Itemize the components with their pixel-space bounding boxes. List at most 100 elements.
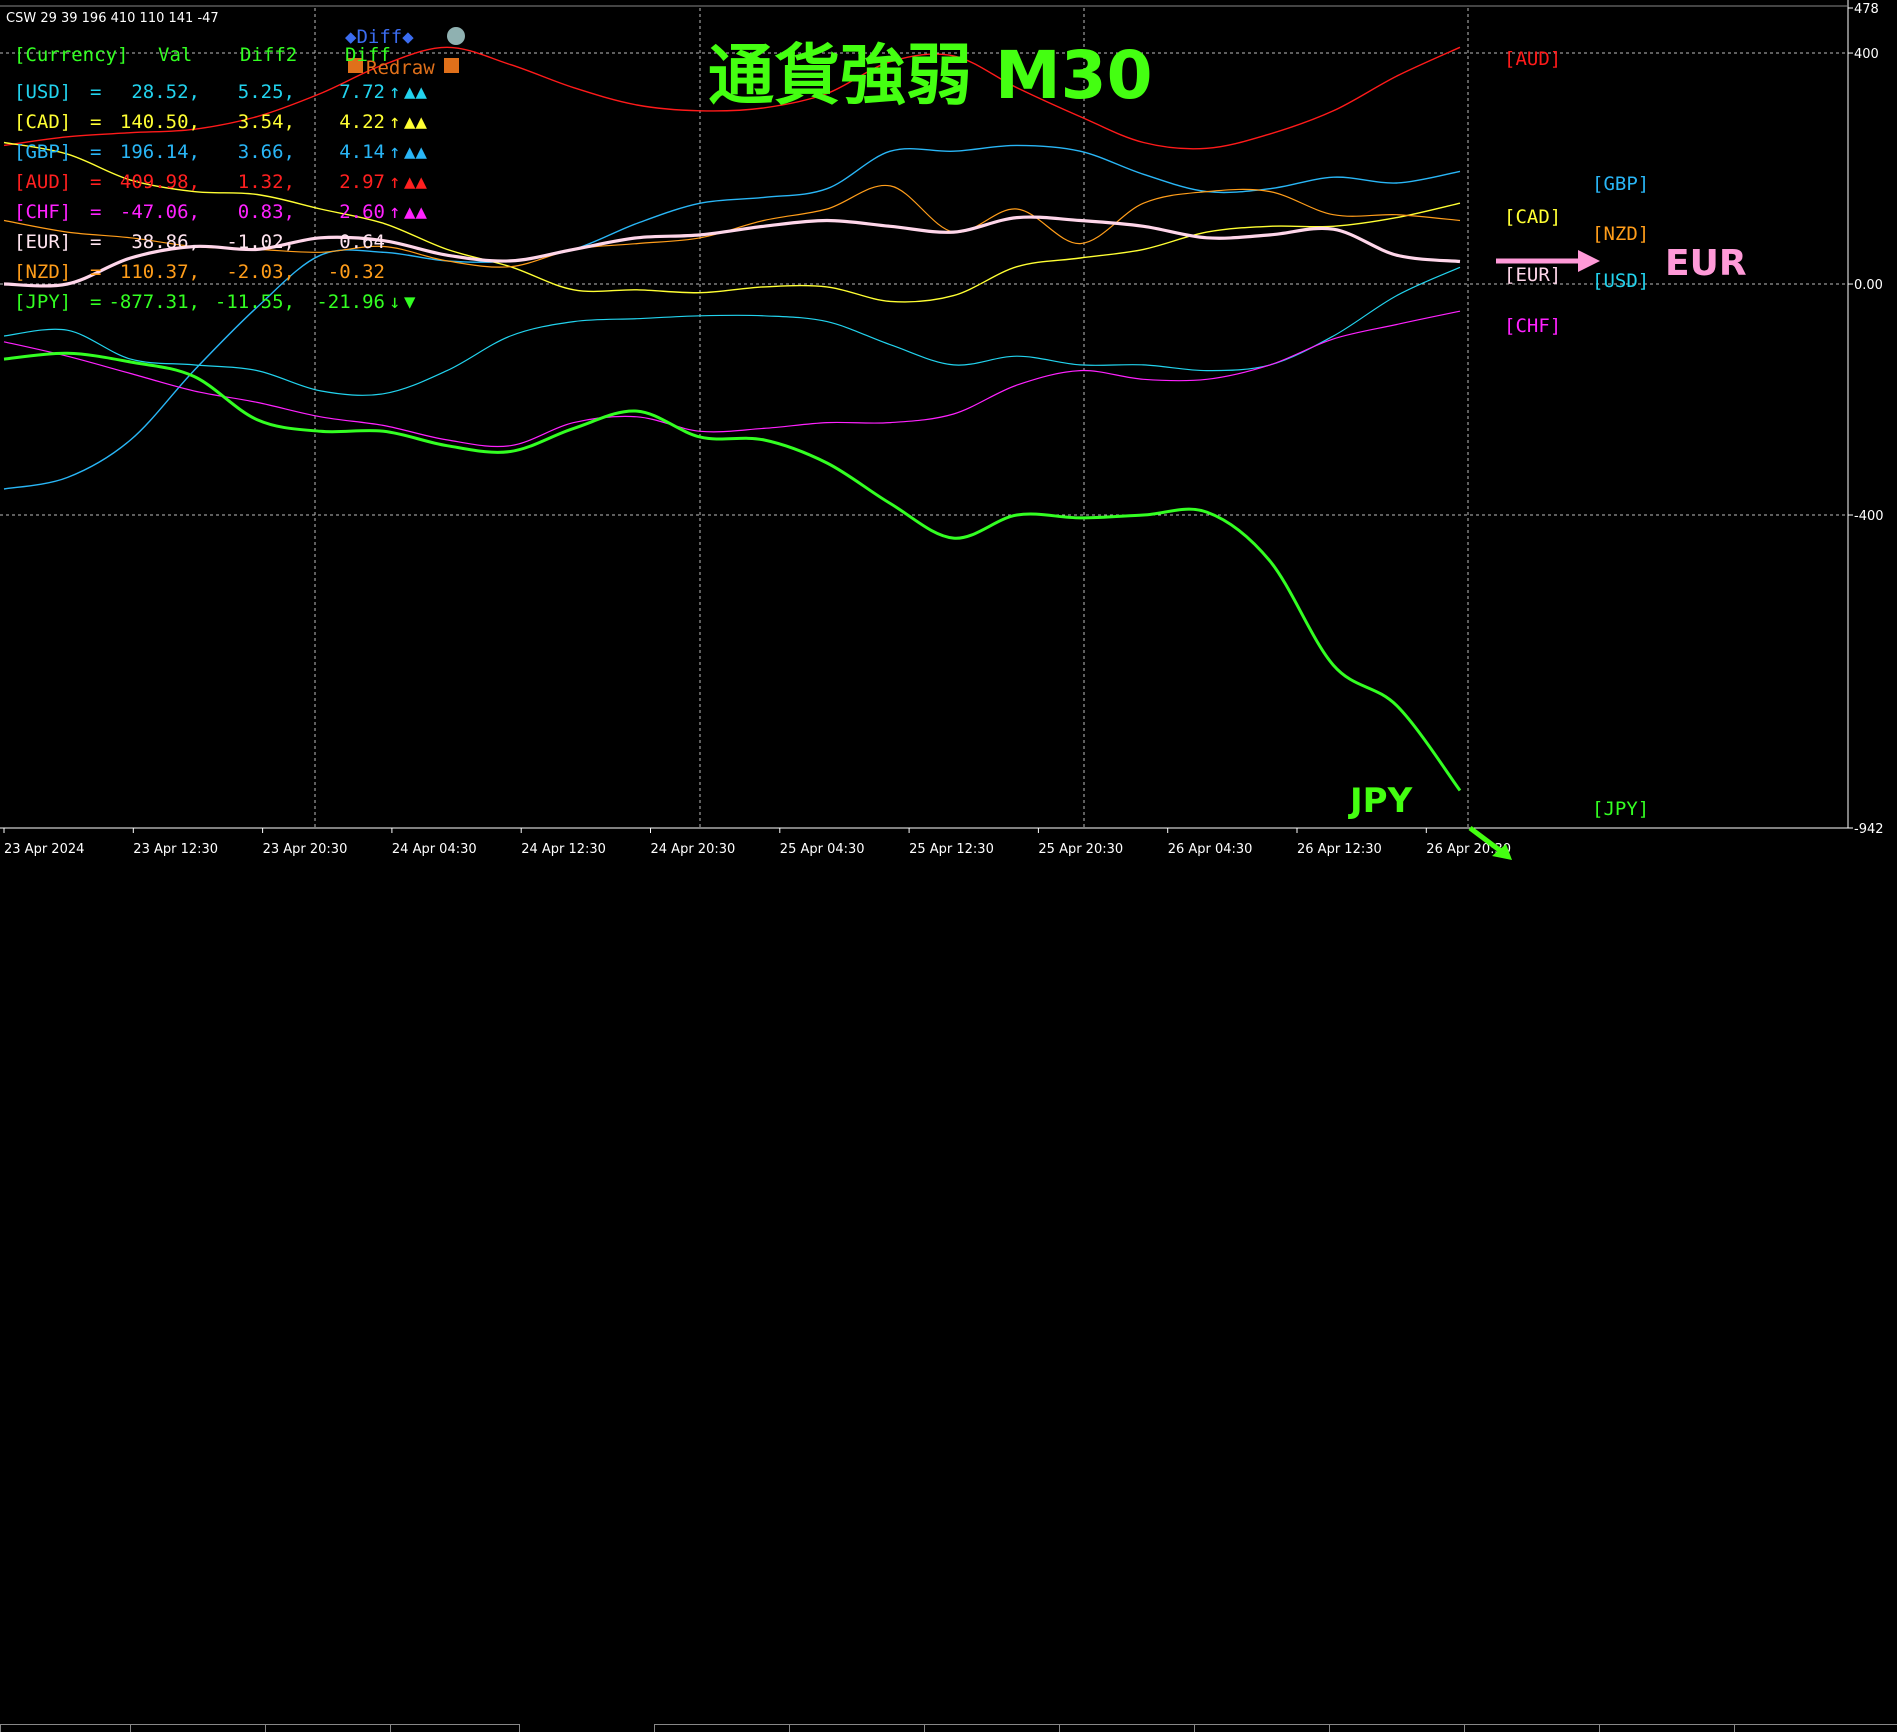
- weakest-label: JPY: [1348, 781, 1413, 821]
- tab-cell[interactable]: [0, 1724, 130, 1732]
- trend-arrow-icon: ↑: [389, 171, 400, 193]
- currency-name: [EUR]: [14, 231, 71, 253]
- chart-background: [0, 0, 1897, 870]
- diff-value: -21.96: [316, 291, 385, 313]
- currency-name: [GBP]: [14, 141, 71, 163]
- diff-value: 0.64: [339, 231, 385, 253]
- right-label-jpy: [JPY]: [1592, 798, 1649, 820]
- y-tick-label: 478: [1854, 2, 1879, 17]
- current-pair-label: EUR: [1665, 243, 1747, 284]
- strength-value: 409.98,: [120, 171, 200, 193]
- series-line-jpy: [3, 351, 1462, 792]
- strength-value: -877.31,: [108, 291, 200, 313]
- x-tick-label: 25 Apr 20:30: [1038, 842, 1123, 857]
- diff2-value: 1.32,: [238, 171, 295, 193]
- y-tick-label: -400: [1854, 509, 1884, 524]
- tab-cell[interactable]: [265, 1724, 390, 1732]
- strength-value: 38.86,: [131, 231, 200, 253]
- down-arrow-icon: [1492, 844, 1512, 860]
- trend-triangle-icon: ▲▲: [404, 201, 427, 223]
- table-header: Diff: [345, 44, 391, 66]
- trend-triangle-icon: ▲▲: [404, 81, 427, 103]
- currency-name: [CAD]: [14, 111, 71, 133]
- tab-cell[interactable]: [1059, 1724, 1194, 1732]
- series-lines: [3, 46, 1462, 792]
- series-line-cad: [3, 141, 1461, 303]
- currency-name: [NZD]: [14, 261, 71, 283]
- strength-value: 196.14,: [120, 141, 200, 163]
- tab-cell[interactable]: [1599, 1724, 1734, 1732]
- table-header: Val: [158, 44, 192, 66]
- redraw-button[interactable]: Redraw: [366, 57, 435, 79]
- x-axis: 23 Apr 2024 23 Apr 12:30 23 Apr 20:30 24 Ap…: [3, 828, 1511, 857]
- tab-cell[interactable]: [924, 1724, 1059, 1732]
- trend-arrow-icon: ↓: [389, 291, 400, 313]
- equals-sign: =: [90, 141, 101, 163]
- equals-sign: =: [90, 261, 101, 283]
- equals-sign: =: [90, 291, 101, 313]
- tab-cell[interactable]: [390, 1724, 520, 1732]
- tab-cell[interactable]: [130, 1724, 265, 1732]
- strength-value: 110.37,: [120, 261, 200, 283]
- y-axis: 478 400 0.00 -400 -942: [1848, 2, 1884, 837]
- x-tick-label: 23 Apr 2024: [4, 842, 84, 857]
- currency-strength-chart: 478 400 0.00 -400 -942 23 Apr 2024 23 Apr 12:…: [0, 0, 1897, 870]
- indicator-caption: CSW 29 39 196 410 110 141 -47: [6, 11, 219, 26]
- x-tick-label: 24 Apr 12:30: [521, 842, 606, 857]
- equals-sign: =: [90, 231, 101, 253]
- series-line-aud: [3, 46, 1461, 150]
- currency-name: [AUD]: [14, 171, 71, 193]
- trend-arrow-icon: ↑: [389, 201, 400, 223]
- right-labels: [AUD] [GBP] [CAD] [NZD] [EUR] [USD] [CHF] [JPY]: [1504, 48, 1649, 820]
- diff2-value: -2.03,: [226, 261, 295, 283]
- right-label-gbp: [GBP]: [1592, 173, 1649, 195]
- x-tick-label: 25 Apr 04:30: [780, 842, 865, 857]
- tab-cell[interactable]: [789, 1724, 924, 1732]
- series-line-usd: [3, 266, 1461, 396]
- right-label-aud: [AUD]: [1504, 48, 1561, 70]
- trend-arrow-icon: ↑: [389, 141, 400, 163]
- currency-name: [CHF]: [14, 201, 71, 223]
- y-tick-label: -942: [1854, 822, 1884, 837]
- chart-title: 通貨強弱 M30: [708, 37, 1153, 114]
- tab-cell[interactable]: [1329, 1724, 1464, 1732]
- trend-triangle-icon: ▲▲: [404, 111, 427, 133]
- diff-value: 4.22: [339, 111, 385, 133]
- strength-value: -47.06,: [120, 201, 200, 223]
- currency-name: [JPY]: [14, 291, 71, 313]
- bottom-tab-strip: [0, 862, 1897, 1732]
- trend-arrow-icon: ↑: [389, 81, 400, 103]
- redraw-square-icon-right[interactable]: [444, 58, 459, 73]
- tab-cell[interactable]: [654, 1724, 789, 1732]
- tab-cell[interactable]: [1464, 1724, 1599, 1732]
- currency-name: [USD]: [14, 81, 71, 103]
- diff2-value: 5.25,: [238, 81, 295, 103]
- redraw-square-icon[interactable]: [348, 58, 363, 73]
- diff2-value: 0.83,: [238, 201, 295, 223]
- diff-value: 2.60: [339, 201, 385, 223]
- diff-value: 2.97: [339, 171, 385, 193]
- right-label-chf: [CHF]: [1504, 315, 1561, 337]
- tab-cell[interactable]: [1194, 1724, 1329, 1732]
- trend-arrow-icon: ↑: [389, 111, 400, 133]
- tab-cell[interactable]: [1734, 1724, 1897, 1732]
- series-line-chf: [3, 310, 1461, 448]
- equals-sign: =: [90, 81, 101, 103]
- grid: [0, 0, 1849, 829]
- x-tick-label: 23 Apr 12:30: [133, 842, 218, 857]
- diff2-value: 3.66,: [238, 141, 295, 163]
- x-tick-label: 24 Apr 20:30: [651, 842, 736, 857]
- toggle-circle-icon[interactable]: [447, 27, 465, 45]
- strength-table: [Currency] Val Diff2 Diff [USD] = 28.52, 5.25, 7…: [14, 44, 427, 313]
- series-line-eur: [3, 215, 1461, 288]
- right-label-usd: [USD]: [1592, 270, 1649, 292]
- diff-toggle[interactable]: ◆Diff◆: [345, 26, 414, 48]
- x-tick-label: 25 Apr 12:30: [909, 842, 994, 857]
- diff2-value: -1.02,: [226, 231, 295, 253]
- x-tick-label: 26 Apr 04:30: [1168, 842, 1253, 857]
- table-header: [Currency]: [14, 44, 128, 66]
- diff-value: -0.32: [328, 261, 385, 283]
- trend-triangle-icon: ▼: [404, 291, 416, 313]
- strength-value: 140.50,: [120, 111, 200, 133]
- jpy-arrow-line: [1468, 826, 1504, 854]
